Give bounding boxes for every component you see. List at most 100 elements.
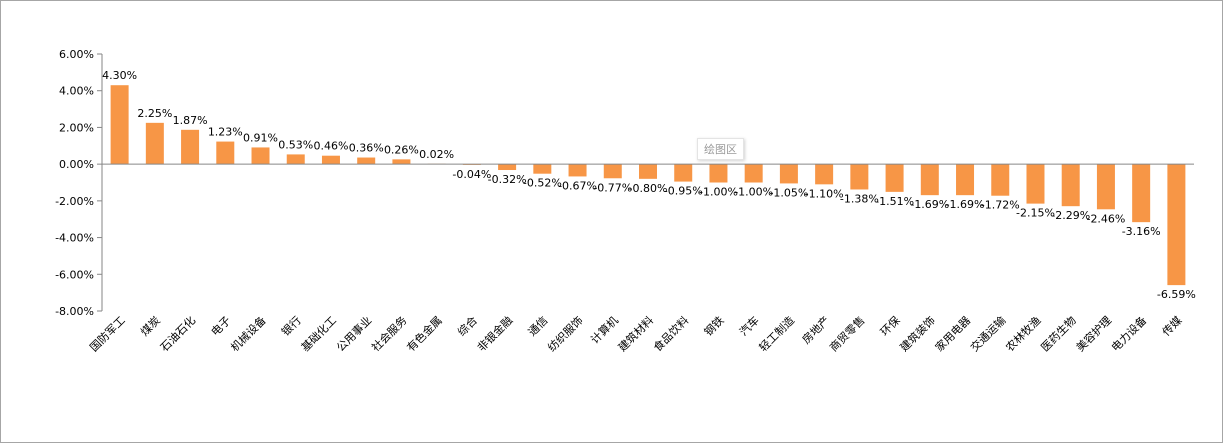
bar-value-label: -3.16% — [1122, 225, 1161, 238]
bar — [251, 147, 270, 165]
x-category-label: 非银金融 — [474, 313, 515, 354]
bar — [216, 141, 235, 165]
bar-value-label: -0.95% — [664, 185, 703, 198]
bar — [779, 164, 798, 184]
bar-value-label: -2.46% — [1086, 212, 1125, 225]
bar-value-label: -1.69% — [910, 198, 949, 211]
x-category-label: 传媒 — [1160, 314, 1185, 339]
x-category-label: 农林牧渔 — [1003, 313, 1044, 354]
plot-area-tooltip: 绘图区 — [697, 138, 744, 160]
x-category-label: 房地产 — [799, 313, 832, 346]
x-category-label: 综合 — [455, 313, 480, 338]
x-category-label: 交通运输 — [967, 313, 1008, 354]
bar — [498, 164, 517, 171]
bar — [920, 164, 939, 196]
x-category-label: 家用电器 — [932, 313, 973, 354]
x-category-label: 电力设备 — [1108, 313, 1149, 354]
bars — [110, 85, 1186, 286]
bar — [639, 164, 657, 179]
y-tick-label: -6.00% — [55, 268, 94, 281]
bar-value-label: -1.38% — [840, 192, 879, 205]
bar — [145, 122, 164, 165]
bar-value-label: 1.23% — [208, 126, 243, 139]
x-category-label: 机械设备 — [228, 313, 269, 354]
bar-value-label: -2.29% — [1051, 209, 1090, 222]
bar-value-label: -0.52% — [523, 177, 562, 190]
y-tick-label: -4.00% — [55, 232, 94, 245]
bar-value-label: 0.36% — [349, 142, 384, 155]
bar-value-label: -2.15% — [1016, 207, 1055, 220]
bar — [991, 164, 1010, 196]
bar — [568, 164, 587, 177]
bar — [709, 164, 728, 183]
x-category-label: 基础化工 — [298, 313, 339, 354]
bar-value-label: -1.10% — [805, 187, 844, 200]
x-category-label: 石油石化 — [157, 313, 198, 354]
bar-value-label: -0.67% — [558, 179, 597, 192]
bar-value-label: -0.80% — [629, 182, 668, 195]
bar-value-label: -1.69% — [946, 198, 985, 211]
bar-value-label: -0.77% — [593, 181, 632, 194]
x-category-label: 商贸零售 — [826, 313, 867, 354]
bar-value-label: -0.04% — [452, 168, 491, 181]
x-category-label: 美容护理 — [1073, 313, 1114, 354]
bar — [674, 164, 693, 182]
y-tick-label: -2.00% — [55, 195, 94, 208]
bar-value-label: 0.53% — [278, 138, 313, 151]
y-axis: 6.00% 4.00% 2.00% 0.00% -2.00% -4.00% -6.00% -8… — [55, 48, 103, 318]
x-category-label: 有色金属 — [404, 313, 445, 354]
bar — [286, 154, 305, 165]
bar — [815, 164, 834, 185]
y-tick-label: 0.00% — [59, 158, 94, 171]
bar-value-label: 0.02% — [419, 148, 454, 161]
bar — [603, 164, 622, 179]
bar — [1061, 164, 1080, 207]
x-category-label: 社会服务 — [369, 313, 410, 354]
x-category-label: 建筑装饰 — [897, 313, 938, 354]
bar — [1096, 164, 1115, 210]
bar — [533, 164, 552, 174]
bar — [181, 129, 200, 165]
bar — [392, 159, 411, 165]
bar — [744, 164, 763, 183]
bar-value-label: 4.30% — [102, 69, 137, 82]
x-category-label: 煤炭 — [138, 314, 163, 339]
bar-value-label: 0.46% — [313, 140, 348, 153]
bar — [850, 164, 869, 190]
bar — [357, 157, 376, 165]
y-tick-label: 6.00% — [59, 48, 94, 61]
x-category-label: 食品饮料 — [650, 313, 691, 354]
bar — [885, 164, 904, 192]
y-tick-label: -8.00% — [55, 305, 94, 318]
bar-value-label: -1.00% — [734, 186, 773, 199]
x-category-label: 汽车 — [736, 313, 761, 338]
bar — [956, 164, 975, 196]
x-category-label: 环保 — [877, 313, 902, 338]
bar-value-label: 0.91% — [243, 131, 278, 144]
bar-value-label: -1.00% — [699, 186, 738, 199]
bar-value-label: -1.51% — [875, 195, 914, 208]
x-category-label: 银行 — [278, 313, 303, 338]
bar — [110, 85, 129, 165]
x-category-label: 建筑材料 — [615, 313, 656, 354]
bar — [321, 155, 340, 165]
bar-value-label: -0.32% — [488, 173, 527, 186]
bar-value-label: -6.59% — [1157, 288, 1196, 301]
x-category-label: 钢铁 — [702, 314, 727, 339]
bar-value-label: 1.87% — [173, 114, 208, 127]
x-category-label: 纺织服饰 — [545, 313, 586, 354]
bar-value-label: 0.26% — [384, 143, 419, 156]
bar — [1132, 164, 1151, 223]
x-category-label: 公用事业 — [334, 314, 374, 354]
x-category-label: 计算机 — [588, 313, 621, 346]
y-tick-label: 2.00% — [59, 121, 94, 134]
x-category-label: 电子 — [209, 314, 234, 339]
bar — [1167, 164, 1186, 286]
x-category-label: 医药生物 — [1038, 313, 1079, 354]
x-category-label: 通信 — [526, 314, 551, 339]
bar-value-labels: 4.30% 2.25%1.87%1.23% 0.91%0.53% 0.46% 0.36%… — [102, 69, 1196, 301]
x-category-label: 国防军工 — [87, 313, 128, 354]
